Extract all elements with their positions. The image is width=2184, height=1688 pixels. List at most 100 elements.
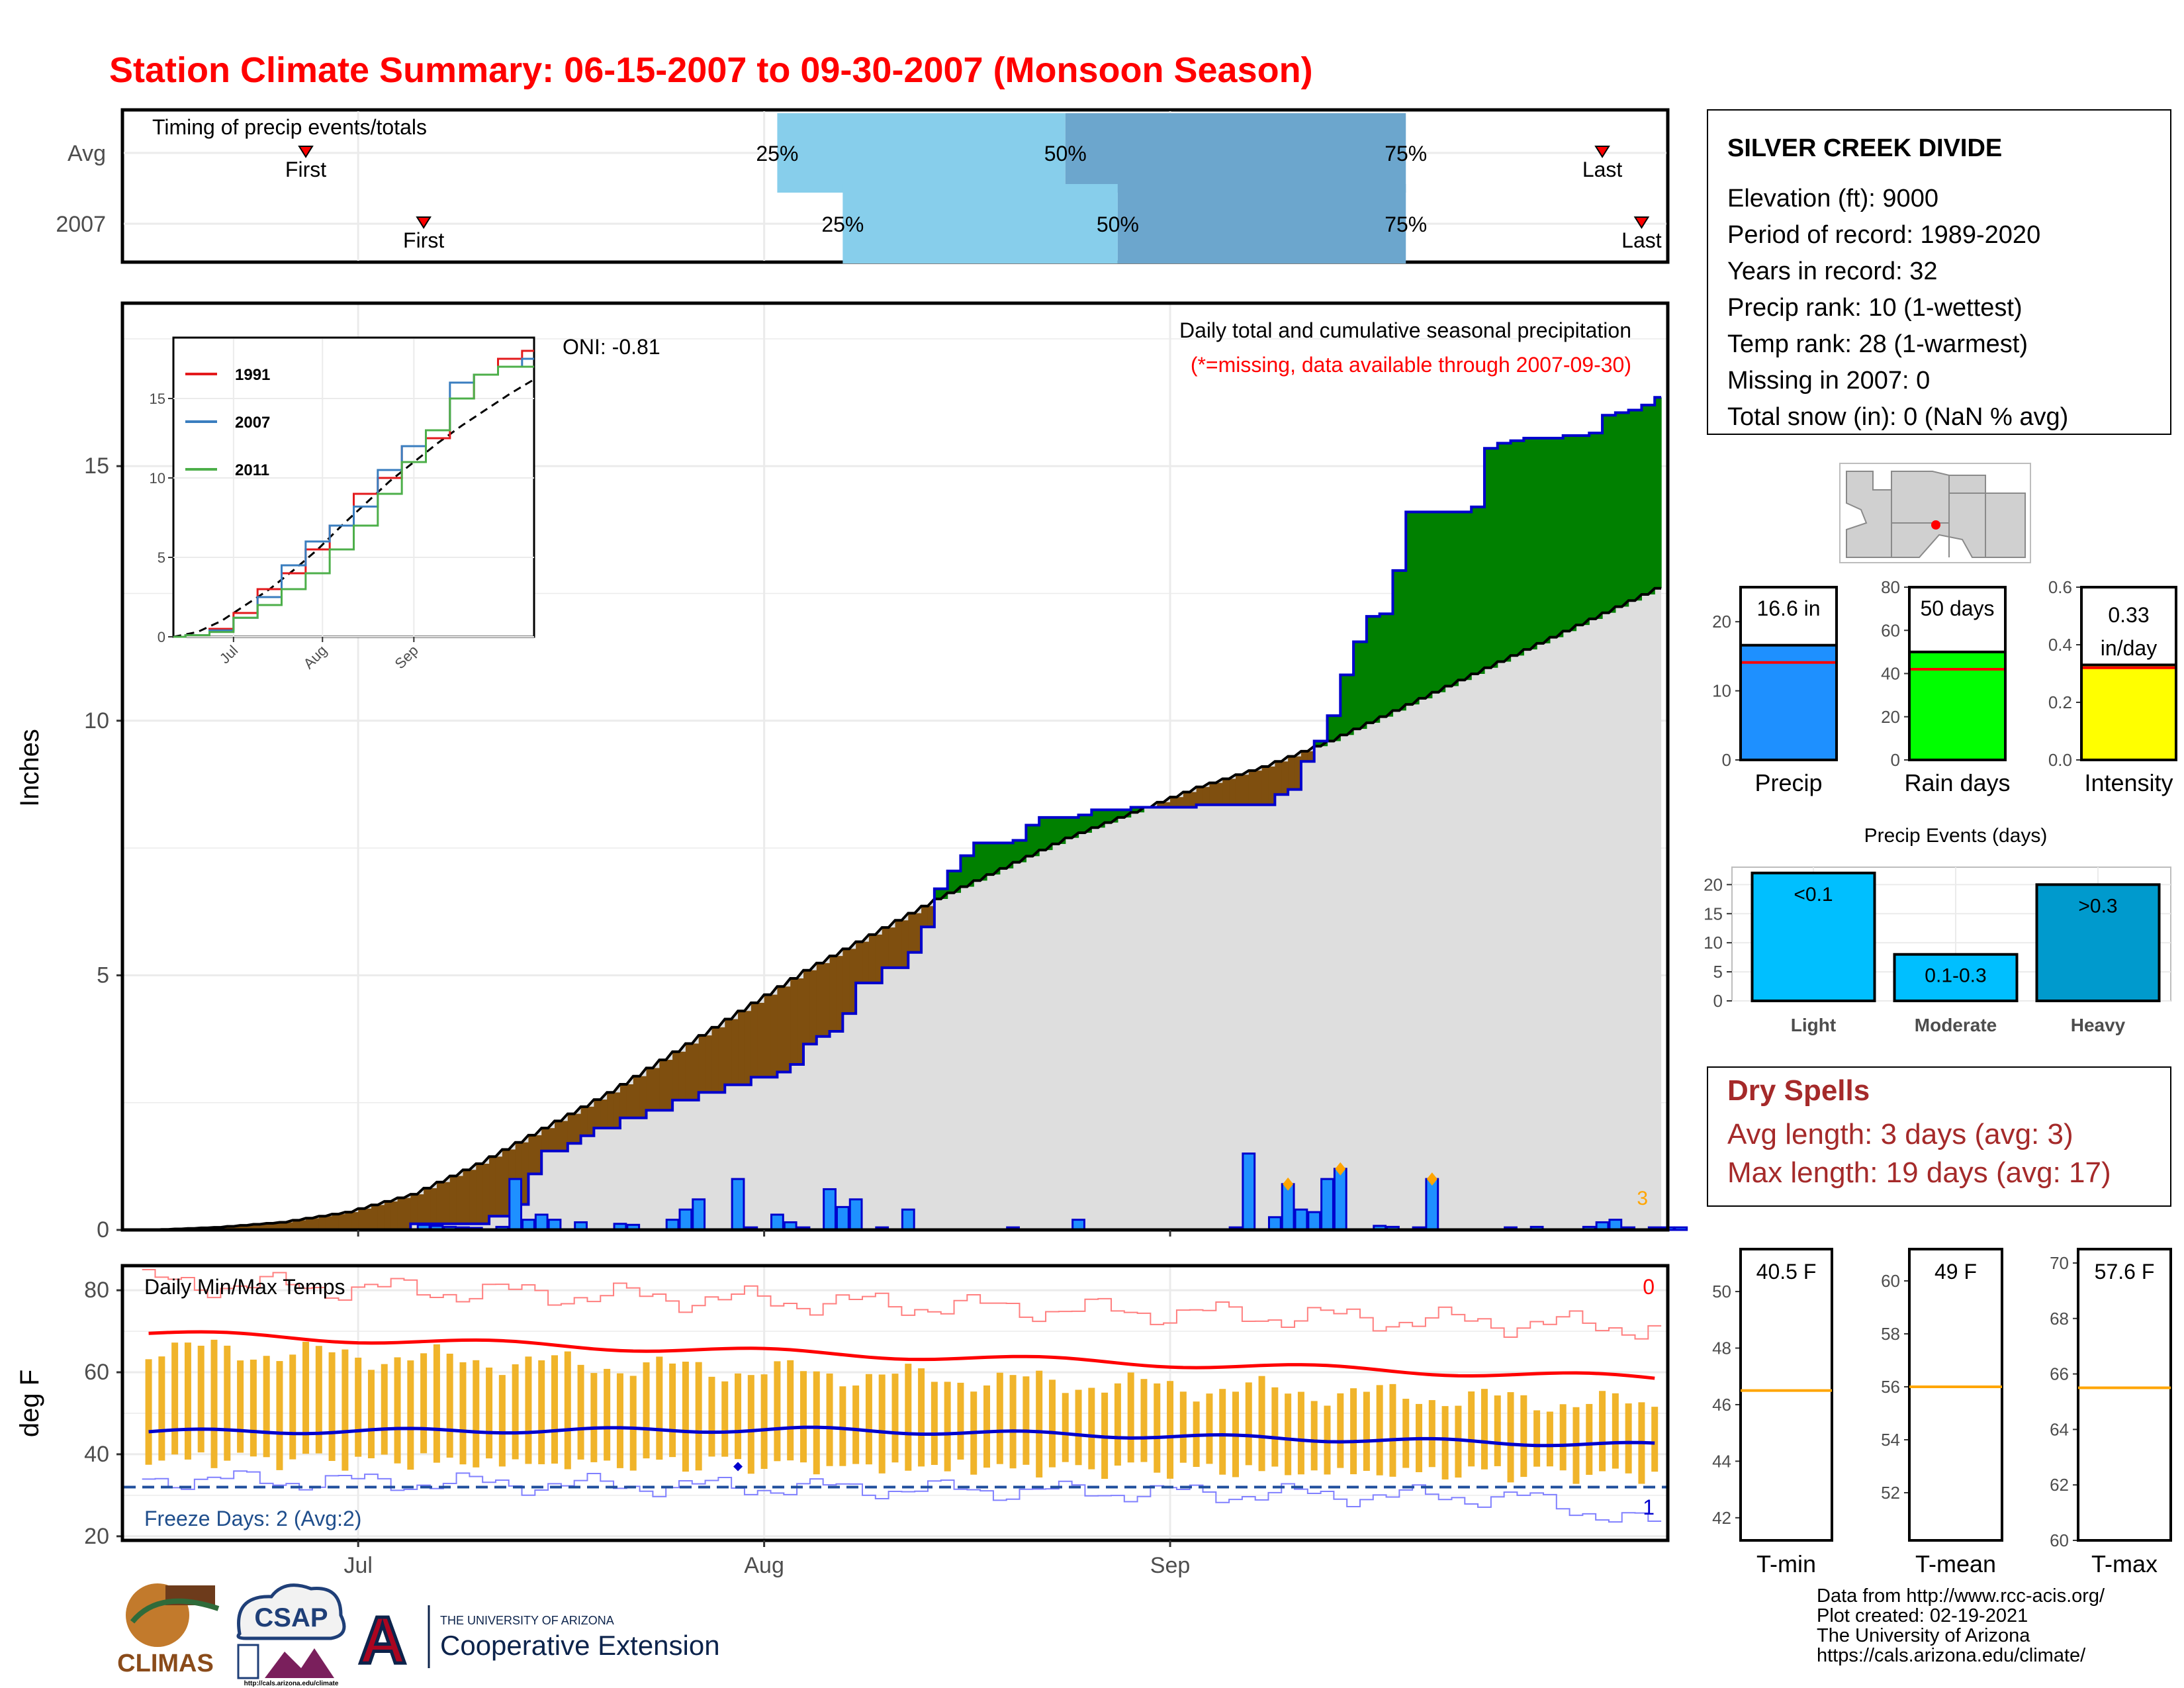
tsum-y-tick-label: 60: [2050, 1530, 2069, 1550]
timing-bar-late: [1117, 184, 1406, 263]
daily-temp-range-bar: [1376, 1385, 1383, 1476]
precip-deficit-segment: [777, 986, 784, 1072]
precip-deficit-segment: [738, 1011, 745, 1085]
precip-deficit-segment: [273, 1223, 281, 1230]
station-snow: Total snow (in): 0 (NaN % avg): [1727, 403, 2068, 431]
daily-precip-bar: [1674, 1226, 1688, 1231]
precip-deficit-segment: [1295, 756, 1302, 790]
precip-missing-note: (*=missing, data available through 2007-…: [1191, 353, 1631, 377]
tsum-y-tick-label: 44: [1712, 1451, 1731, 1471]
daily-temp-range-bar: [1009, 1375, 1017, 1469]
daily-temp-range-bar: [486, 1367, 493, 1459]
precip-deficit-segment: [901, 920, 909, 968]
precip-deficit-segment: [1229, 778, 1236, 805]
precip-deficit-segment: [1288, 756, 1295, 790]
daily-temp-range-bar: [643, 1362, 650, 1459]
daily-precip-bar: [835, 1205, 850, 1231]
precip-surplus-segment: [1537, 438, 1544, 643]
summary-frame: [1739, 586, 1838, 761]
daily-temp-range-bar: [341, 1349, 349, 1471]
precip-surplus-segment: [1013, 840, 1021, 863]
daily-temp-range-bar: [983, 1385, 991, 1468]
events-bar-Heavy: [2035, 883, 2161, 1002]
missing-count: 3: [1637, 1188, 1648, 1209]
daily-temp-range-bar: [250, 1359, 257, 1457]
precip-deficit-segment: [666, 1060, 673, 1111]
tsum-category-label: T-mean: [1915, 1550, 1996, 1577]
freeze-days-label: Freeze Days: 2 (Avg:2): [144, 1507, 361, 1530]
precip-deficit-segment: [351, 1212, 359, 1230]
daily-temp-range-bar: [1206, 1393, 1213, 1464]
daily-temp-range-bar: [1546, 1411, 1553, 1467]
precip-surplus-segment: [1386, 614, 1394, 717]
summary-y-tick-label: 0.4: [2048, 635, 2072, 655]
tsum-y-tick-label: 48: [1712, 1338, 1731, 1358]
daily-precip-bar: [1333, 1168, 1347, 1231]
daily-temp-range-bar: [931, 1382, 938, 1466]
precip-surplus-segment: [960, 855, 968, 887]
csap-grid: [237, 1644, 259, 1679]
summary-bar-Precip: [1739, 643, 1838, 761]
precip-surplus-segment: [954, 870, 962, 893]
daily-temp-range-bar: [669, 1363, 676, 1458]
precip-deficit-segment: [1170, 797, 1177, 808]
inset-y-tick-label: 10: [150, 470, 165, 487]
precip-y-tick-label: 0: [97, 1217, 109, 1243]
precip-deficit-segment: [522, 1142, 529, 1205]
footer-line-1: Data from http://www.rcc-acis.org/: [1817, 1585, 2105, 1607]
precip-deficit-segment: [430, 1188, 437, 1224]
normal-precip-area: [148, 588, 1662, 1230]
precip-deficit-segment: [580, 1106, 588, 1136]
precip-deficit-segment: [561, 1121, 569, 1151]
precip-surplus-segment: [1334, 716, 1341, 741]
tsum-category-label: T-max: [2091, 1550, 2158, 1577]
precip-y-tick-label: 10: [84, 708, 109, 733]
daily-precip-bar: [848, 1198, 863, 1231]
precip-deficit-segment: [377, 1205, 385, 1230]
precip-surplus-segment: [1399, 570, 1406, 711]
precip-surplus-segment: [1635, 410, 1643, 601]
x-tick-label: Sep: [1150, 1553, 1191, 1578]
precip-deficit-segment: [495, 1156, 503, 1217]
daily-temp-range-bar: [1520, 1395, 1527, 1477]
precip-deficit-segment: [410, 1194, 418, 1224]
station-missing: Missing in 2007: 0: [1727, 367, 1930, 395]
temp-summary-bars: 42 44 46 48 50 40.5 F T-min 52 54 56 58 60 49 F T-mea…: [1712, 1248, 2172, 1577]
precip-surplus-segment: [1058, 817, 1066, 844]
daily-temp-range-bar: [446, 1353, 453, 1458]
precip-deficit-segment: [1189, 792, 1197, 808]
precip-deficit-segment: [286, 1222, 293, 1230]
precip-deficit-segment: [751, 1002, 758, 1078]
daily-precip-bar: [901, 1208, 915, 1231]
daily-temp-range-bar: [1140, 1379, 1148, 1462]
precip-deficit-segment: [757, 1002, 765, 1078]
tsum-y-tick-label: 64: [2050, 1419, 2069, 1439]
daily-temp-range-bar: [381, 1364, 388, 1455]
tsum-category-label: T-min: [1756, 1550, 1816, 1577]
dry-spells-frame: [1707, 1066, 2171, 1207]
daily-precip-bar: [692, 1198, 706, 1231]
precip-deficit-segment: [345, 1212, 352, 1230]
precip-surplus-segment: [1392, 570, 1400, 711]
precip-surplus-segment: [947, 870, 955, 893]
precip-surplus-segment: [1419, 512, 1426, 698]
precip-deficit-segment: [633, 1076, 641, 1118]
timing-row-avg-label: Avg: [68, 141, 106, 166]
precip-deficit-segment: [318, 1216, 326, 1230]
inset-legend-label: 2011: [235, 461, 269, 479]
daily-precip-bar: [534, 1213, 549, 1231]
shared-x-axis: Jul Aug Sep: [343, 1230, 1190, 1578]
precip-deficit-segment: [803, 970, 811, 1045]
daily-temp-range-bar: [498, 1375, 506, 1467]
summary-y-tick-label: 20: [1881, 707, 1900, 727]
x-tick-label: Jul: [343, 1553, 372, 1578]
dry-spells-max: Max length: 19 days (avg: 17): [1727, 1156, 2111, 1189]
map-borders: [1891, 475, 1986, 557]
ua-small-text: THE UNIVERSITY OF ARIZONA: [440, 1614, 614, 1627]
timing-p50-label: 50%: [1097, 212, 1139, 236]
precip-surplus-segment: [987, 843, 994, 875]
daily-temp-range-bar: [878, 1374, 886, 1474]
precip-deficit-segment: [463, 1170, 470, 1224]
timing-bars: 25% 50% 75% First Last 25% 50% 75% First Last: [285, 113, 1662, 263]
